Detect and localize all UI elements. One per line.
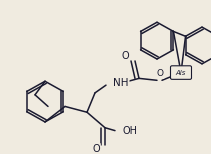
FancyBboxPatch shape	[170, 66, 192, 79]
Text: O: O	[92, 144, 100, 154]
Text: O: O	[157, 69, 164, 78]
Text: O: O	[121, 51, 129, 61]
Text: NH: NH	[113, 78, 128, 88]
Text: Als: Als	[176, 70, 186, 76]
Text: OH: OH	[123, 126, 138, 136]
